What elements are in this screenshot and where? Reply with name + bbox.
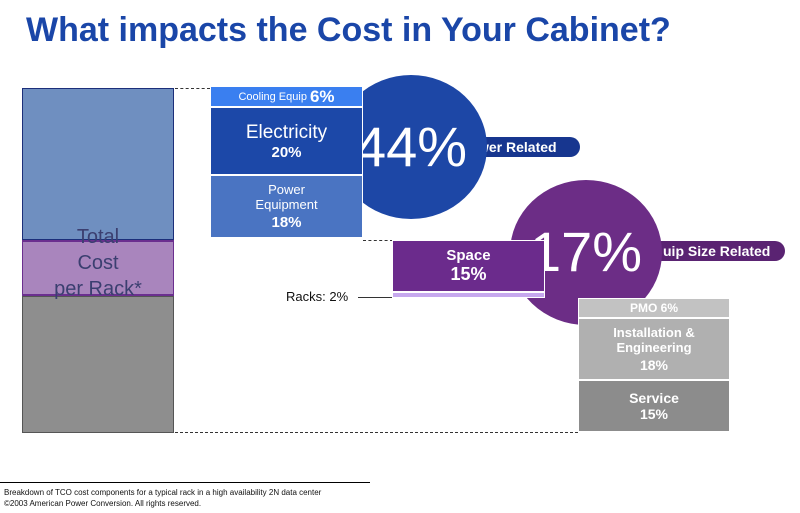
service-value: 15% — [639, 406, 669, 422]
connector-power-space — [363, 240, 393, 241]
equip-size-related-percent: 17% — [529, 220, 643, 283]
page-title: What impacts the Cost in Your Cabinet? — [26, 11, 671, 49]
pmo-segment: PMO 6% — [578, 298, 730, 318]
electricity-label: Electricity — [245, 121, 328, 143]
footer-rule — [0, 482, 370, 483]
racks-segment — [392, 292, 545, 298]
power-related-label: wer Related — [478, 139, 557, 155]
total-label-line1: Total — [76, 226, 120, 248]
service-segment: Service 15% — [578, 380, 730, 432]
installation-value: 18% — [639, 357, 669, 373]
power-related-percent: 44% — [354, 115, 468, 178]
electricity-segment: Electricity 20% — [210, 107, 363, 175]
total-bar-equip-segment — [22, 240, 174, 296]
total-label-line3: per Rack* — [54, 278, 142, 300]
total-label-line2: Cost — [77, 252, 119, 274]
footer-copyright: ©2003 American Power Conversion. All rig… — [4, 499, 202, 508]
installation-engineering-segment: Installation & Engineering 18% — [578, 318, 730, 380]
racks-leader-line — [358, 297, 392, 298]
electricity-value: 20% — [271, 143, 302, 161]
cooling-equip-value: 6% — [309, 86, 335, 106]
total-bar-power-segment — [22, 88, 174, 240]
cooling-equip-label: Cooling Equip — [238, 90, 307, 103]
power-equipment-label-line1: Power — [268, 182, 305, 197]
power-related-pill: wer Related — [470, 137, 580, 157]
pmo-label: PMO 6% — [629, 301, 678, 315]
cooling-equip-segment: Cooling Equip 6% — [210, 86, 363, 107]
power-equipment-label-line2: Equipment — [255, 197, 318, 212]
power-equipment-value: 18% — [271, 214, 302, 231]
installation-label-line2: Engineering — [616, 340, 692, 355]
connector-bottom — [175, 432, 578, 433]
space-value: 15% — [450, 264, 487, 284]
service-label: Service — [629, 390, 679, 406]
installation-label-line1: Installation & — [613, 325, 695, 340]
space-segment: Space 15% — [392, 240, 545, 292]
equip-size-related-pill: uip Size Related — [645, 241, 785, 261]
space-label: Space — [446, 247, 491, 264]
equip-size-related-label: uip Size Related — [663, 243, 771, 259]
power-equipment-segment: Power Equipment 18% — [210, 175, 363, 238]
racks-label: Racks: 2% — [286, 289, 349, 304]
connector-top — [175, 88, 210, 89]
total-bar-label: Total Cost per Rack* — [22, 224, 174, 302]
footer-note: Breakdown of TCO cost components for a t… — [4, 488, 322, 497]
total-bar-other-segment — [22, 296, 174, 433]
